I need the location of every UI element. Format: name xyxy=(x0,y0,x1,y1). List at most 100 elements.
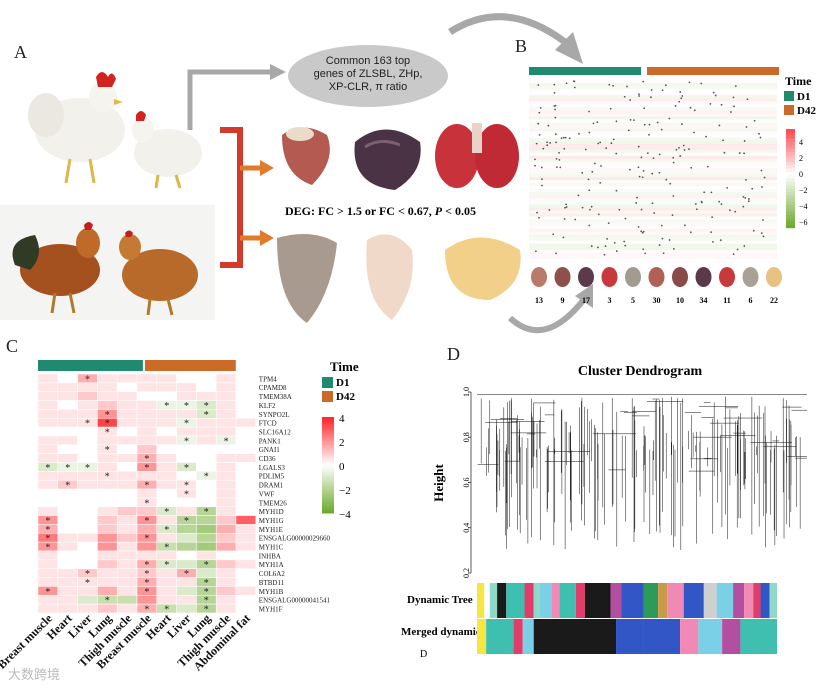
significance-star: * xyxy=(164,507,169,518)
significance-dot xyxy=(628,168,631,171)
significance-dot xyxy=(760,232,763,235)
significance-dot xyxy=(560,137,563,139)
heatmap-cell xyxy=(37,453,59,463)
significance-dot xyxy=(534,158,536,161)
gene-label: ENSGALG00000041541 xyxy=(259,597,331,605)
gene-label: SLC16A12 xyxy=(259,428,291,436)
significance-dot xyxy=(624,217,627,220)
heatmap-cell xyxy=(196,462,217,472)
heatmap-cell xyxy=(235,515,257,525)
scale-tick: 0 xyxy=(799,170,803,179)
heatmap-cell xyxy=(235,373,257,384)
heatmap-cell xyxy=(97,550,118,561)
heatmap-cell xyxy=(97,462,118,472)
heatmap-row xyxy=(529,110,777,114)
significance-dot xyxy=(658,244,661,247)
significance-dot xyxy=(732,96,735,99)
significance-dot xyxy=(563,218,566,220)
significance-dot xyxy=(712,91,715,94)
significance-dot xyxy=(606,238,608,240)
heatmap-cell xyxy=(116,559,138,569)
significance-star: * xyxy=(45,587,50,598)
significance-dot xyxy=(536,211,538,214)
heatmap-cell xyxy=(215,400,237,410)
heatmap-cell xyxy=(156,373,177,384)
heatmap-cell xyxy=(116,426,138,437)
heatmap-cell xyxy=(116,488,138,499)
scale-step xyxy=(322,501,334,504)
significance-star: * xyxy=(45,543,50,554)
significance-dot xyxy=(593,162,596,165)
y-axis-label: Height xyxy=(431,464,446,502)
heatmap-row xyxy=(529,168,777,172)
tissue-thumbnail xyxy=(742,267,759,287)
significance-dot xyxy=(539,106,542,109)
heatmap-cell xyxy=(136,391,158,401)
significance-dot xyxy=(694,203,697,205)
significance-dot xyxy=(588,189,591,192)
significance-dot xyxy=(605,147,608,150)
heatmap-cell xyxy=(235,533,257,543)
heatmap-cell xyxy=(215,541,237,552)
liver-photo xyxy=(350,122,425,194)
significance-dot xyxy=(650,96,652,99)
heatmap-cell xyxy=(235,400,257,410)
heatmap-cell xyxy=(196,453,217,463)
heatmap-cell xyxy=(77,524,98,534)
significance-dot xyxy=(637,145,640,148)
heatmap-row xyxy=(529,128,777,132)
merged-dynamic-segment xyxy=(533,619,617,654)
scale-tick: −6 xyxy=(799,218,808,227)
heatmap-row xyxy=(529,98,777,102)
significance-star: * xyxy=(184,516,189,527)
scale-step xyxy=(322,450,334,454)
heatmap-row xyxy=(529,207,777,211)
deg-p: P xyxy=(434,204,443,218)
significance-star: * xyxy=(184,419,189,430)
heatmap-cell xyxy=(215,488,237,499)
significance-dot xyxy=(549,141,552,144)
significance-dot xyxy=(734,210,737,213)
heatmap-row xyxy=(529,240,777,244)
gene-label: MYH1D xyxy=(259,508,284,516)
gene-label: COL6A2 xyxy=(259,570,286,578)
heatmap-cell xyxy=(215,471,237,481)
heatmap-cell xyxy=(97,497,118,507)
heatmap-cell xyxy=(235,409,257,419)
heatmap-cell xyxy=(116,550,138,561)
scale-step xyxy=(786,211,795,215)
significance-dot xyxy=(538,134,541,136)
significance-star: * xyxy=(204,587,209,598)
significance-dot xyxy=(680,97,683,100)
heatmap-row xyxy=(529,158,777,162)
heatmap-cell xyxy=(77,479,98,490)
heatmap-row xyxy=(529,83,777,87)
significance-dot xyxy=(573,80,576,83)
heatmap-cell xyxy=(235,391,257,401)
heatmap-cell xyxy=(97,524,118,534)
heatmap-cell xyxy=(156,435,177,446)
heatmap-cell xyxy=(116,400,138,410)
legend-swatch xyxy=(784,91,794,101)
significance-dot xyxy=(742,205,745,208)
heatmap-cell xyxy=(235,506,257,516)
heatmap-cell xyxy=(215,382,237,392)
oval-line-3: XP-CLR, π ratio xyxy=(328,81,408,93)
deg-prefix: DEG: FC > 1.5 or FC < 0.67, xyxy=(285,204,435,218)
significance-dot xyxy=(565,203,568,206)
significance-dot xyxy=(710,191,713,194)
scale-step xyxy=(786,185,795,189)
heatmap-cell xyxy=(97,577,118,587)
significance-dot xyxy=(718,124,721,127)
significance-star: * xyxy=(105,419,110,430)
scale-step xyxy=(322,421,334,425)
significance-dot xyxy=(700,82,703,85)
heatmap-cell xyxy=(196,497,217,507)
significance-star: * xyxy=(164,401,169,412)
heatmap-row xyxy=(529,113,777,117)
scale-step xyxy=(786,158,795,163)
significance-dot xyxy=(751,187,754,190)
deg-suffix: < 0.05 xyxy=(442,204,476,218)
significance-dot xyxy=(681,95,684,97)
flow-arrows xyxy=(187,64,286,268)
